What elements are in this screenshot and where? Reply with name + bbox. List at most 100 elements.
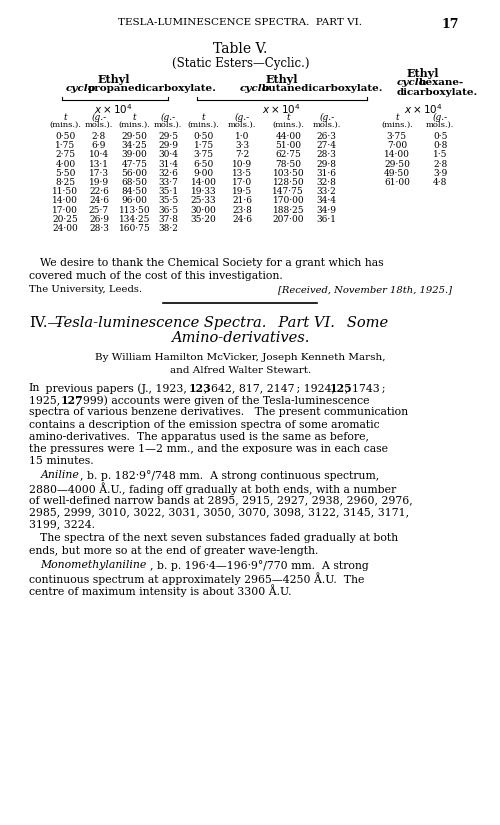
Text: 26·3: 26·3 [317,132,336,141]
Text: 33·7: 33·7 [158,178,178,187]
Text: $x \times 10^4$: $x \times 10^4$ [262,102,301,116]
Text: continuous spectrum at approximately 2965—4250 Å.U.  The: continuous spectrum at approximately 296… [29,572,364,585]
Text: 3·9: 3·9 [433,169,448,178]
Text: propanedicarboxylate.: propanedicarboxylate. [88,84,216,93]
Text: 35·1: 35·1 [158,187,178,196]
Text: covered much of the cost of this investigation.: covered much of the cost of this investi… [29,271,282,281]
Text: 27·4: 27·4 [316,141,336,150]
Text: 32·8: 32·8 [317,178,336,187]
Text: 25·33: 25·33 [191,196,216,205]
Text: hexane-: hexane- [419,78,464,87]
Text: t: t [395,113,398,122]
Text: 6·9: 6·9 [92,141,106,150]
Text: (mins.).: (mins.). [50,121,82,129]
Text: (mins.).: (mins.). [381,121,413,129]
Text: 0·5: 0·5 [433,132,448,141]
Text: 134·25: 134·25 [119,214,150,224]
Text: 17: 17 [442,18,460,31]
Text: 44·00: 44·00 [276,132,301,141]
Text: 23·8: 23·8 [232,205,252,215]
Text: 8·25: 8·25 [56,178,76,187]
Text: IV.—: IV.— [29,316,62,330]
Text: spectra of various benzene derivatives.   The present communication: spectra of various benzene derivatives. … [29,408,408,417]
Text: 10·9: 10·9 [232,159,252,168]
Text: 24·6: 24·6 [232,214,252,224]
Text: 2880—4000 Å.U., fading off gradually at both ends, with a number: 2880—4000 Å.U., fading off gradually at … [29,483,396,496]
Text: 84·50: 84·50 [122,187,148,196]
Text: mols.).: mols.). [85,121,113,129]
Text: 17·3: 17·3 [89,169,109,178]
Text: Monomethylaniline: Monomethylaniline [40,560,146,570]
Text: of well-defined narrow bands at 2895, 2915, 2927, 2938, 2960, 2976,: of well-defined narrow bands at 2895, 29… [29,495,412,505]
Text: 207·00: 207·00 [272,214,304,224]
Text: 47·75: 47·75 [122,159,148,168]
Text: 31·4: 31·4 [158,159,178,168]
Text: the pressures were 1—2 mm., and the exposure was in each case: the pressures were 1—2 mm., and the expo… [29,444,388,454]
Text: 17·0: 17·0 [232,178,252,187]
Text: 28·3: 28·3 [89,224,109,233]
Text: cyclo: cyclo [397,78,426,87]
Text: 147·75: 147·75 [272,187,304,196]
Text: t: t [64,113,67,122]
Text: 1·0: 1·0 [235,132,250,141]
Text: 14·00: 14·00 [191,178,216,187]
Text: 4·00: 4·00 [56,159,76,168]
Text: 78·50: 78·50 [276,159,301,168]
Text: 0·50: 0·50 [194,132,214,141]
Text: (Static Esters—Cyclic.): (Static Esters—Cyclic.) [172,57,309,70]
Text: 1925,: 1925, [29,395,64,405]
Text: 36·5: 36·5 [158,205,178,215]
Text: cyclo: cyclo [240,84,269,93]
Text: 36·1: 36·1 [316,214,336,224]
Text: 9·00: 9·00 [194,169,214,178]
Text: 24·6: 24·6 [89,196,109,205]
Text: (g.-: (g.- [160,113,176,122]
Text: 2·75: 2·75 [56,150,76,159]
Text: 61·00: 61·00 [384,178,410,187]
Text: 14·00: 14·00 [384,150,410,159]
Text: mols.).: mols.). [312,121,341,129]
Text: 1·75: 1·75 [194,141,214,150]
Text: 3199, 3224.: 3199, 3224. [29,519,95,529]
Text: , b. p. 182·9°/748 mm.  A strong continuous spectrum,: , b. p. 182·9°/748 mm. A strong continuo… [80,470,379,481]
Text: , 999) accounts were given of the Tesla-luminescence: , 999) accounts were given of the Tesla-… [76,395,370,406]
Text: 0·8: 0·8 [433,141,448,150]
Text: 35·20: 35·20 [191,214,216,224]
Text: 3·3: 3·3 [235,141,249,150]
Text: 56·00: 56·00 [122,169,148,178]
Text: Ethyl: Ethyl [406,68,439,79]
Text: (g.-: (g.- [234,113,250,122]
Text: 10·4: 10·4 [89,150,109,159]
Text: 123: 123 [188,383,211,394]
Text: 25·7: 25·7 [89,205,109,215]
Text: 29·50: 29·50 [384,159,410,168]
Text: (g.-: (g.- [92,113,106,122]
Text: (g.-: (g.- [432,113,448,122]
Text: TESLA-LUMINESCENCE SPECTRA.  PART VI.: TESLA-LUMINESCENCE SPECTRA. PART VI. [118,18,362,27]
Text: 32·6: 32·6 [158,169,178,178]
Text: contains a description of the emission spectra of some aromatic: contains a description of the emission s… [29,420,380,430]
Text: 35·5: 35·5 [158,196,178,205]
Text: amino-derivatives.  The apparatus used is the same as before,: amino-derivatives. The apparatus used is… [29,431,369,442]
Text: 125: 125 [330,383,352,394]
Text: 2985, 2999, 3010, 3022, 3031, 3050, 3070, 3098, 3122, 3145, 3171,: 2985, 2999, 3010, 3022, 3031, 3050, 3070… [29,507,409,517]
Text: Amino-derivatives.: Amino-derivatives. [171,331,310,345]
Text: (mins.).: (mins.). [188,121,220,129]
Text: 127: 127 [60,395,84,406]
Text: 2·8: 2·8 [92,132,106,141]
Text: 0·50: 0·50 [55,132,76,141]
Text: (mins.).: (mins.). [118,121,150,129]
Text: Aniline: Aniline [40,470,79,480]
Text: 28·3: 28·3 [317,150,336,159]
Text: 29·8: 29·8 [316,159,336,168]
Text: We desire to thank the Chemical Society for a grant which has: We desire to thank the Chemical Society … [40,258,384,268]
Text: [Received, November 18th, 1925.]: [Received, November 18th, 1925.] [278,285,452,294]
Text: 20·25: 20·25 [52,214,78,224]
Text: 17·00: 17·00 [52,205,78,215]
Text: mols.).: mols.). [154,121,182,129]
Text: 19·9: 19·9 [89,178,109,187]
Text: 39·00: 39·00 [122,150,148,159]
Text: The University, Leeds.: The University, Leeds. [29,285,142,294]
Text: 30·4: 30·4 [158,150,178,159]
Text: 96·00: 96·00 [122,196,148,205]
